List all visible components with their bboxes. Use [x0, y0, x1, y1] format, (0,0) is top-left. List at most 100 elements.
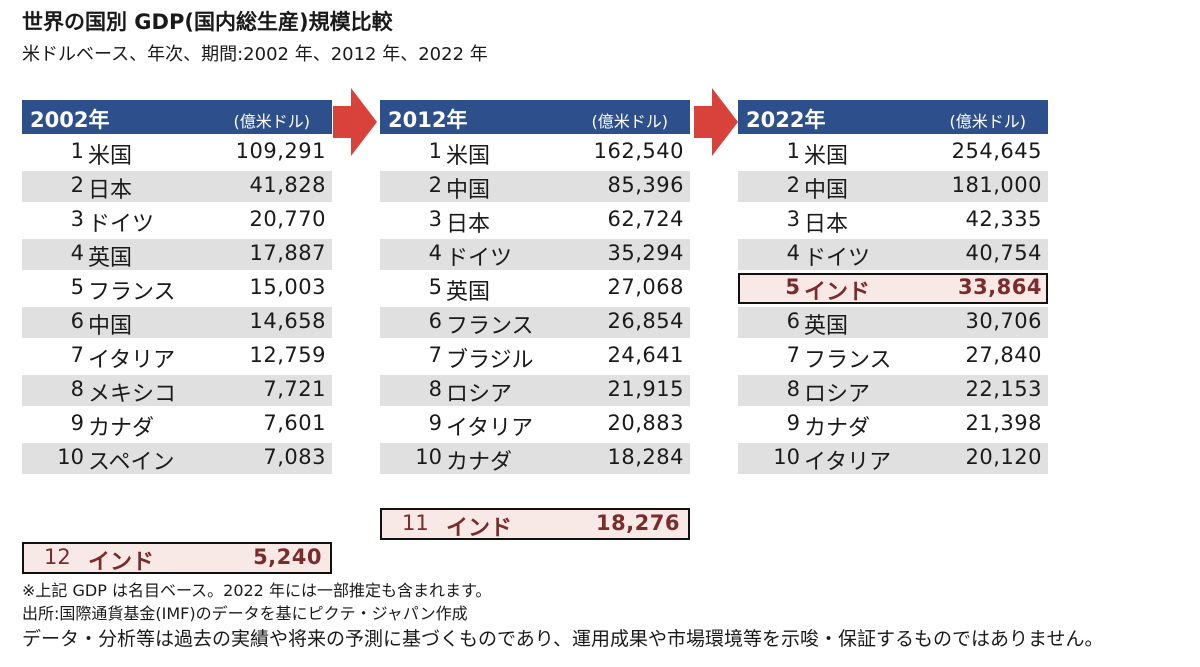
chart-subtitle: 米ドルベース、年次、期間:2002 年、2012 年、2022 年	[22, 44, 488, 65]
right-arrow-icon	[694, 88, 738, 156]
gdp-value-cell: 7,601	[263, 411, 326, 435]
disclaimer: データ・分析等は過去の実績や将来の予測に基づくものであり、運用成果や市場環境等を…	[22, 628, 1104, 650]
gdp-value-cell: 35,294	[607, 241, 684, 265]
gdp-value-cell: 254,645	[951, 139, 1042, 163]
panel-header: 2002年 (億米ドル)	[22, 100, 332, 134]
gdp-value-cell: 20,770	[249, 207, 326, 231]
country-cell: 日本	[446, 212, 491, 237]
rank-cell: 10	[57, 445, 84, 469]
table-row: 9 イタリア 20,883	[380, 409, 690, 441]
rank-cell: 4	[428, 241, 442, 265]
rank-cell: 10	[773, 445, 800, 469]
rank-cell: 9	[70, 411, 84, 435]
country-cell: ドイツ	[804, 246, 871, 271]
panel-year: 2002年	[30, 108, 110, 132]
gdp-value-cell: 18,284	[607, 445, 684, 469]
country-cell: フランス	[446, 314, 534, 339]
table-row: 9 カナダ 21,398	[738, 409, 1048, 441]
gdp-value-cell: 15,003	[249, 275, 326, 299]
table-row: 5 インド 33,864	[738, 273, 1048, 305]
table-row: 7 フランス 27,840	[738, 341, 1048, 373]
footnote-source: 出所:国際通貨基金(IMF)のデータを基にピクテ・ジャパン作成	[22, 604, 468, 623]
table-row: 3 日本 62,724	[380, 205, 690, 237]
country-cell: 英国	[804, 314, 849, 339]
table-row: 7 ブラジル 24,641	[380, 341, 690, 373]
country-cell: 日本	[804, 212, 849, 237]
country-cell: 中国	[88, 314, 133, 339]
rank-cell: 8	[428, 377, 442, 401]
panel-2022: 2022年 (億米ドル) 1 米国 254,645 2 中国 181,000 3 日本 42,3…	[738, 100, 1048, 475]
country-cell: 米国	[88, 144, 133, 169]
panel-2002: 2002年 (億米ドル) 1 米国 109,291 2 日本 41,828 3 ドイツ 20,7…	[22, 100, 332, 475]
panel-unit: (億米ドル)	[949, 112, 1027, 131]
gdp-value-cell: 24,641	[607, 343, 684, 367]
rank-cell: 10	[415, 445, 442, 469]
rank-cell: 7	[428, 343, 442, 367]
rank-cell: 5	[70, 275, 84, 299]
table-row: 9 カナダ 7,601	[22, 409, 332, 441]
india-country: インド	[446, 516, 513, 541]
rank-cell: 5	[428, 275, 442, 299]
chart-title: 世界の国別 GDP(国内総生産)規模比較	[22, 10, 393, 34]
country-cell: 英国	[88, 246, 133, 271]
india-rank-2012: 11 インド 18,276	[380, 508, 690, 541]
gdp-value-cell: 27,840	[965, 343, 1042, 367]
rank-cell: 7	[786, 343, 800, 367]
panel-header: 2012年 (億米ドル)	[380, 100, 690, 134]
country-cell: インド	[804, 280, 871, 305]
right-arrow-icon	[333, 88, 377, 156]
india-rank-2002: 12 インド 5,240	[22, 542, 332, 575]
table-row: 10 スペイン 7,083	[22, 443, 332, 475]
footnote-gdp: ※上記 GDP は名目ベース。2022 年には一部推定も含まれます。	[22, 581, 492, 600]
panel-rows: 1 米国 162,540 2 中国 85,396 3 日本 62,724 4 ドイツ 35,294 5 英…	[380, 137, 690, 475]
panel-rows: 1 米国 254,645 2 中国 181,000 3 日本 42,335 4 ドイツ 40,754 5…	[738, 137, 1048, 475]
gdp-value-cell: 42,335	[965, 207, 1042, 231]
table-row: 4 ドイツ 40,754	[738, 239, 1048, 271]
table-row: 10 カナダ 18,284	[380, 443, 690, 475]
table-row: 1 米国 109,291	[22, 137, 332, 169]
country-cell: ドイツ	[446, 246, 513, 271]
rank-cell: 3	[70, 207, 84, 231]
table-row: 5 英国 27,068	[380, 273, 690, 305]
gdp-value-cell: 20,120	[965, 445, 1042, 469]
table-row: 2 日本 41,828	[22, 171, 332, 203]
panel-2012: 2012年 (億米ドル) 1 米国 162,540 2 中国 85,396 3 日本 62,72…	[380, 100, 690, 475]
country-cell: メキシコ	[88, 382, 177, 407]
gdp-value-cell: 26,854	[607, 309, 684, 333]
rank-cell: 9	[428, 411, 442, 435]
gdp-value-cell: 12,759	[249, 343, 326, 367]
india-rank: 12	[44, 545, 71, 569]
rank-cell: 3	[786, 207, 800, 231]
panel-year: 2022年	[746, 108, 826, 132]
rank-cell: 1	[786, 139, 800, 163]
country-cell: カナダ	[446, 450, 513, 475]
gdp-value-cell: 7,083	[263, 445, 326, 469]
table-row: 2 中国 85,396	[380, 171, 690, 203]
table-row: 5 フランス 15,003	[22, 273, 332, 305]
gdp-value-cell: 30,706	[965, 309, 1042, 333]
rank-cell: 7	[70, 343, 84, 367]
table-row: 1 米国 162,540	[380, 137, 690, 169]
table-row: 4 ドイツ 35,294	[380, 239, 690, 271]
table-row: 4 英国 17,887	[22, 239, 332, 271]
gdp-value-cell: 109,291	[235, 139, 326, 163]
gdp-value-cell: 62,724	[607, 207, 684, 231]
rank-cell: 8	[70, 377, 84, 401]
india-value: 18,276	[595, 511, 680, 535]
panel-year: 2012年	[388, 108, 468, 132]
country-cell: イタリア	[804, 450, 892, 475]
rank-cell: 5	[785, 275, 800, 299]
gdp-value-cell: 14,658	[249, 309, 326, 333]
gdp-value-cell: 20,883	[607, 411, 684, 435]
rank-cell: 2	[70, 173, 84, 197]
rank-cell: 6	[428, 309, 442, 333]
rank-cell: 8	[786, 377, 800, 401]
table-row: 8 メキシコ 7,721	[22, 375, 332, 407]
country-cell: 米国	[446, 144, 491, 169]
country-cell: イタリア	[446, 416, 534, 441]
table-row: 6 フランス 26,854	[380, 307, 690, 339]
country-cell: 英国	[446, 280, 491, 305]
table-row: 6 英国 30,706	[738, 307, 1048, 339]
rank-cell: 4	[786, 241, 800, 265]
gdp-value-cell: 85,396	[607, 173, 684, 197]
